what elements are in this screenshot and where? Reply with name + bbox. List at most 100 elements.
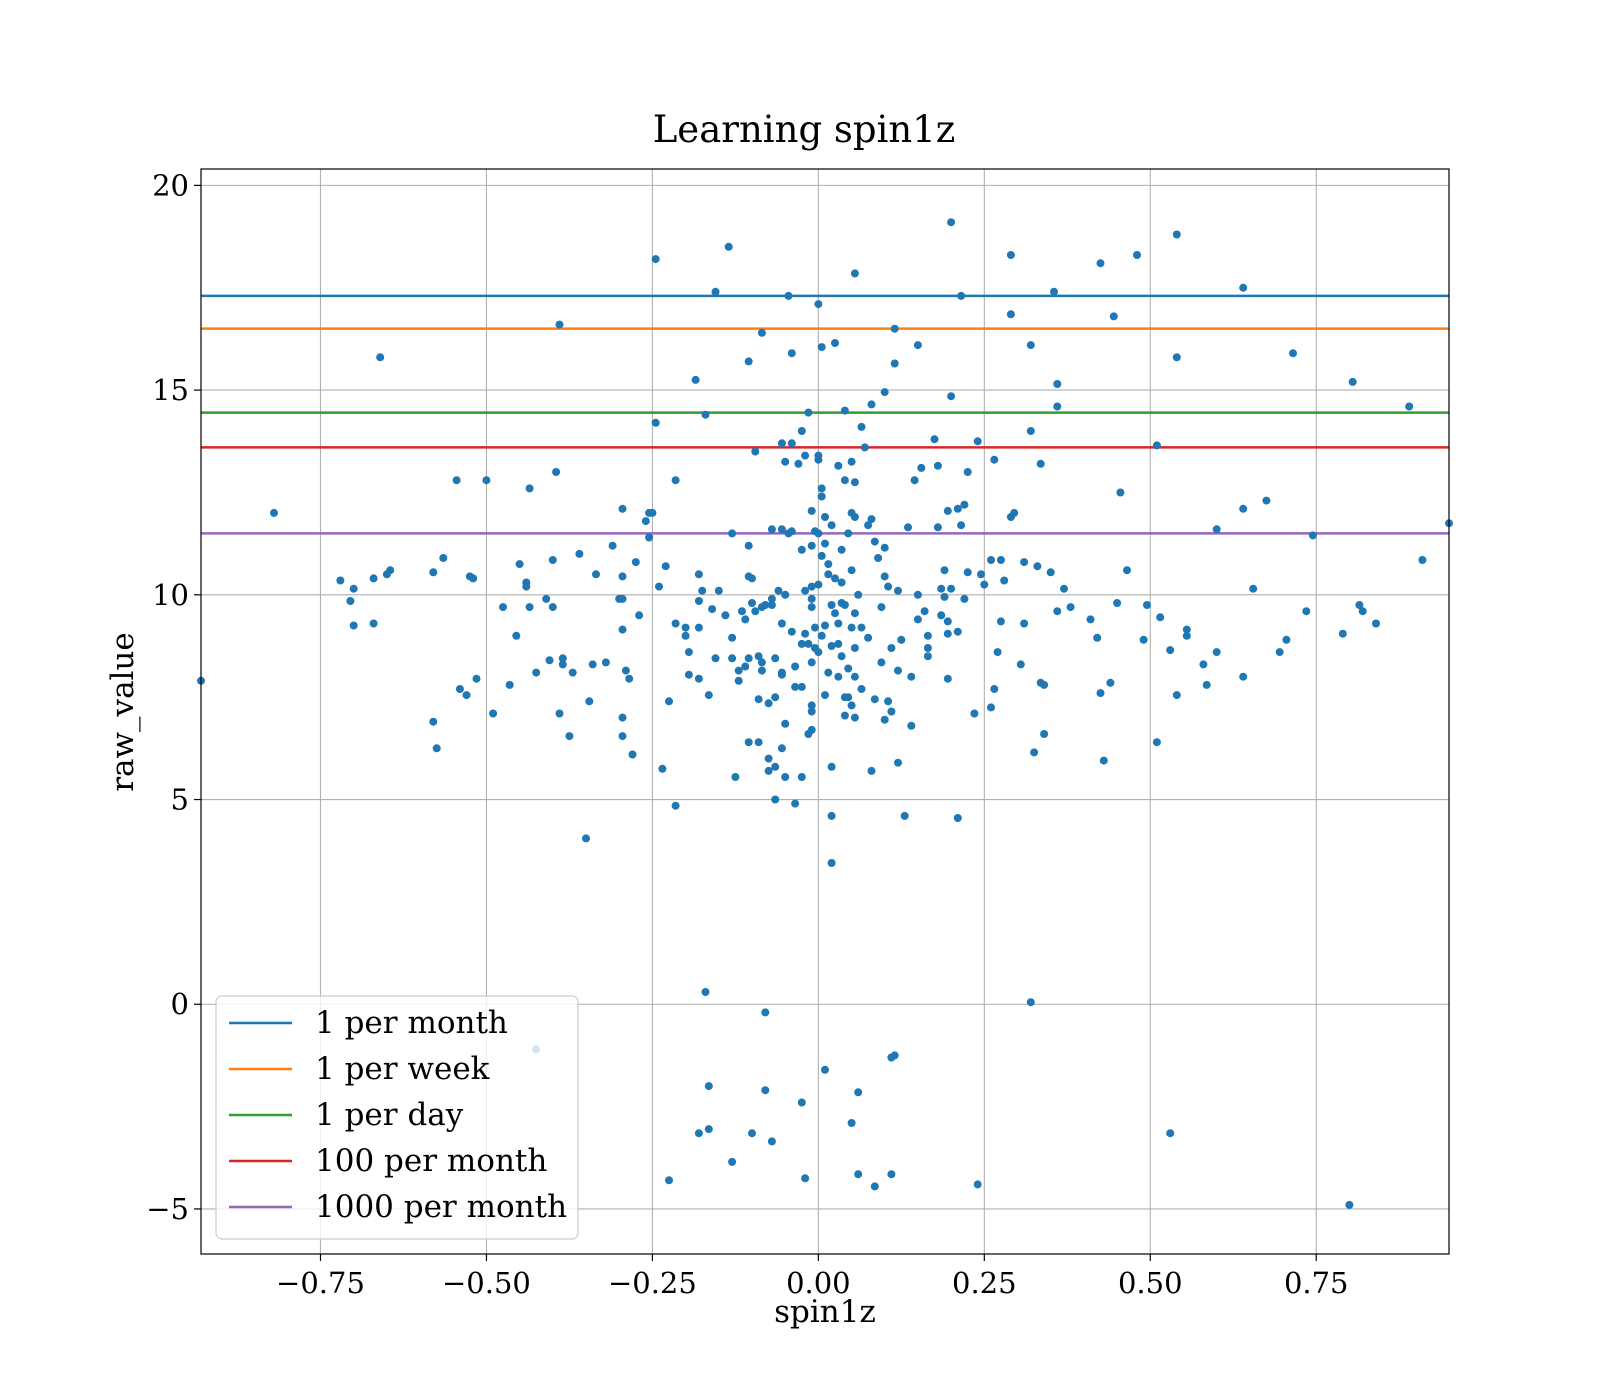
data-point: [953, 627, 962, 636]
data-point: [814, 648, 823, 657]
data-point: [913, 615, 922, 624]
data-point: [913, 341, 922, 350]
data-point: [837, 545, 846, 554]
data-point: [801, 629, 810, 638]
data-point: [791, 682, 800, 691]
data-point: [346, 597, 355, 605]
data-point: [655, 582, 663, 591]
data-point: [694, 570, 703, 579]
data-point: [761, 1086, 770, 1095]
threshold-lines: [201, 294, 1449, 535]
data-point: [1026, 341, 1035, 350]
data-point: [1289, 349, 1297, 358]
data-point: [1020, 619, 1029, 628]
data-point: [748, 1129, 756, 1138]
x-tick-label: −0.25: [608, 1266, 697, 1300]
data-point: [787, 627, 796, 636]
data-point: [608, 541, 617, 550]
data-point: [1202, 680, 1211, 689]
data-point: [1026, 998, 1035, 1007]
data-point: [1096, 259, 1105, 268]
data-point: [831, 339, 839, 347]
data-point: [923, 644, 932, 652]
data-point: [684, 670, 693, 679]
data-point: [774, 586, 783, 595]
data-point: [618, 594, 627, 603]
data-point: [671, 476, 680, 485]
data-point: [714, 586, 723, 595]
data-point: [1010, 508, 1019, 517]
data-point: [850, 513, 859, 521]
data-point: [817, 484, 826, 493]
data-point: [1182, 631, 1191, 640]
data-point: [757, 666, 766, 675]
data-point: [1275, 648, 1284, 657]
data-point: [744, 738, 753, 747]
x-tick-label: 0.50: [1118, 1266, 1183, 1300]
data-point: [734, 676, 743, 685]
data-point: [1249, 584, 1258, 593]
data-point: [658, 764, 667, 773]
y-tick-label: 0: [171, 987, 189, 1021]
data-point: [1060, 584, 1068, 593]
data-points: [197, 218, 1453, 1209]
data-point: [728, 633, 737, 642]
data-point: [1152, 738, 1161, 747]
data-point: [870, 695, 879, 704]
data-point: [575, 549, 584, 558]
data-point: [1000, 576, 1009, 585]
data-point: [429, 717, 438, 726]
grid-lines: [201, 169, 1449, 1254]
data-point: [1053, 402, 1062, 411]
data-point: [847, 623, 856, 632]
data-point: [973, 437, 982, 446]
data-point: [439, 554, 448, 562]
data-point: [850, 478, 859, 487]
data-point: [987, 556, 995, 564]
data-point: [827, 762, 836, 771]
data-point: [1096, 689, 1105, 698]
data-point: [907, 672, 916, 681]
data-point: [821, 621, 829, 630]
data-point: [900, 811, 909, 820]
data-point: [641, 517, 650, 526]
plot-frame: [200, 168, 1450, 1255]
data-point: [681, 623, 690, 632]
y-tick-label: −5: [146, 1192, 189, 1226]
data-point: [761, 601, 770, 609]
data-point: [933, 523, 942, 532]
data-point: [947, 584, 956, 593]
data-point: [917, 463, 926, 472]
data-point: [897, 635, 906, 644]
data-point: [817, 492, 826, 501]
data-point: [376, 353, 385, 362]
data-point: [270, 508, 278, 517]
data-point: [618, 572, 627, 581]
data-point: [1006, 310, 1015, 319]
data-point: [840, 711, 849, 720]
data-point: [781, 719, 790, 728]
data-point: [555, 709, 564, 718]
data-point: [996, 617, 1005, 626]
data-point: [1166, 646, 1175, 655]
data-point: [847, 457, 856, 466]
data-point: [548, 603, 557, 612]
data-point: [1372, 619, 1380, 628]
data-point: [555, 320, 564, 329]
y-tick-label: 15: [152, 373, 189, 407]
data-point: [807, 658, 816, 667]
data-point: [761, 1008, 770, 1017]
data-point: [1053, 380, 1062, 388]
data-point: [704, 1082, 713, 1091]
data-point: [797, 639, 806, 648]
data-point: [923, 631, 932, 640]
data-point: [1030, 748, 1039, 757]
data-point: [592, 570, 600, 579]
data-point: [764, 754, 773, 763]
data-point: [588, 660, 597, 669]
data-point: [349, 621, 358, 630]
data-point: [482, 476, 491, 485]
data-point: [880, 572, 889, 581]
data-point: [880, 715, 889, 724]
data-point: [731, 773, 740, 781]
